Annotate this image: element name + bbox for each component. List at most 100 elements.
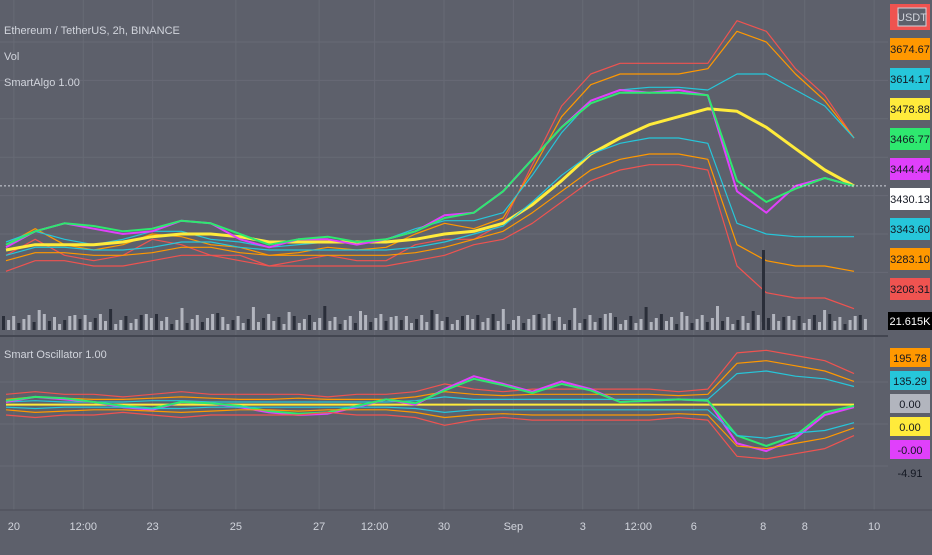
- oscillator-label: 0.00: [899, 422, 920, 434]
- volume-bar: [624, 320, 628, 330]
- volume-bar: [787, 316, 791, 330]
- price-label-box: [890, 68, 930, 90]
- volume-indicator-label[interactable]: Vol: [4, 51, 19, 63]
- volume-bar: [680, 312, 684, 330]
- volume-bar: [114, 324, 118, 330]
- price-label-box: [890, 38, 930, 60]
- volume-bar: [659, 314, 663, 330]
- volume-badge: [888, 312, 932, 330]
- volume-bar: [211, 314, 215, 330]
- volume-bar: [833, 321, 837, 330]
- volume-bar: [823, 310, 827, 330]
- volume-bar: [598, 318, 602, 330]
- volume-bar: [58, 324, 62, 330]
- volume-bar: [7, 320, 11, 330]
- volume-bar: [282, 324, 286, 330]
- volume-bar: [501, 309, 505, 330]
- volume-bar: [731, 324, 735, 330]
- price-pane[interactable]: [0, 20, 888, 310]
- volume-bar: [690, 323, 694, 330]
- volume-bar: [333, 317, 337, 330]
- price-label: 3430.13: [890, 194, 930, 206]
- oscillator-title[interactable]: Smart Oscillator 1.00: [4, 349, 107, 361]
- smartalgo-indicator-label[interactable]: SmartAlgo 1.00: [4, 77, 80, 89]
- volume-bar: [83, 315, 87, 330]
- volume-bar: [246, 319, 250, 330]
- volume-bar: [318, 318, 322, 330]
- volume-bar: [109, 309, 113, 330]
- volume-bar: [695, 319, 699, 330]
- oscillator-pane[interactable]: [5, 349, 855, 460]
- volume-bar: [389, 317, 393, 330]
- price-label: 3208.31: [890, 284, 930, 296]
- volume-bar: [802, 323, 806, 330]
- oscillator-label-box: [890, 440, 930, 459]
- volume-bar: [455, 320, 459, 330]
- volume-bar: [751, 311, 755, 330]
- volume-bar: [37, 310, 41, 330]
- time-tick-label: 8: [802, 521, 808, 533]
- volume-bar: [155, 314, 158, 330]
- time-tick-label: Sep: [504, 521, 524, 533]
- price-label-box: [890, 248, 930, 270]
- volume-bar: [716, 306, 719, 330]
- volume-bar: [420, 315, 424, 330]
- volume-bar: [297, 323, 301, 330]
- price-label-box: [890, 98, 930, 120]
- currency-badge[interactable]: [897, 7, 927, 27]
- volume-bar: [797, 316, 801, 330]
- volume-bar: [593, 322, 597, 330]
- volume-bar: [292, 316, 296, 330]
- volume-bar: [435, 314, 439, 330]
- volume-bar: [149, 318, 153, 330]
- price-label: 3478.88: [890, 104, 930, 116]
- volume-bar: [308, 315, 311, 330]
- volume-bar: [185, 323, 189, 330]
- volume-bar: [767, 318, 770, 330]
- volume-bar: [144, 314, 148, 330]
- time-tick-label: 23: [147, 521, 159, 533]
- volume-bar: [506, 324, 510, 330]
- time-tick-label: 20: [8, 521, 20, 533]
- volume-bar: [828, 314, 832, 330]
- volume-bar: [843, 324, 847, 330]
- volume-bar: [440, 321, 444, 330]
- oscillator-label-box: [890, 463, 930, 482]
- volume-bar: [461, 316, 464, 330]
- volume-bar: [578, 323, 582, 330]
- volume-bar: [348, 316, 352, 330]
- volume-bar: [200, 322, 204, 330]
- time-tick-label: 10: [868, 521, 880, 533]
- oscillator-axis[interactable]: 195.78 135.29 0.00 0.00 -0.00 -4.91: [890, 348, 930, 482]
- volume-bar: [670, 317, 674, 330]
- volume-bar: [160, 321, 164, 330]
- volume-bar: [853, 316, 857, 330]
- volume-bar: [68, 316, 72, 330]
- volume-bar: [404, 316, 408, 330]
- volume-bar: [180, 308, 184, 330]
- oscillator-series-line: [5, 411, 855, 460]
- time-tick-label: 30: [438, 521, 450, 533]
- volume-bar: [287, 312, 291, 330]
- volume-bar: [471, 319, 475, 330]
- volume-bar: [53, 317, 56, 330]
- chart-title: Ethereum / TetherUS, 2h, BINANCE: [4, 25, 180, 37]
- volume-bar: [863, 319, 867, 330]
- volume-bar: [772, 314, 776, 330]
- time-axis[interactable]: 20 12:00 23 25 27 12:00 30 Sep 3 12:00 6 8 8 10: [8, 521, 881, 533]
- volume-bar: [838, 317, 842, 330]
- volume-bar: [195, 315, 199, 330]
- volume-bar: [384, 321, 388, 330]
- volume-bar: [537, 314, 541, 330]
- time-tick-label: 27: [313, 521, 325, 533]
- volume-bar: [343, 320, 347, 330]
- currency-label[interactable]: USDT: [897, 12, 927, 24]
- volume-bar: [27, 315, 31, 330]
- volume-bar: [364, 315, 368, 330]
- volume-bar: [639, 319, 643, 330]
- price-axis[interactable]: 3674.67 3614.17 3478.88 3466.77 3444.44 3430.…: [890, 4, 930, 300]
- volume-bar: [63, 320, 67, 330]
- volume-bar: [700, 315, 704, 330]
